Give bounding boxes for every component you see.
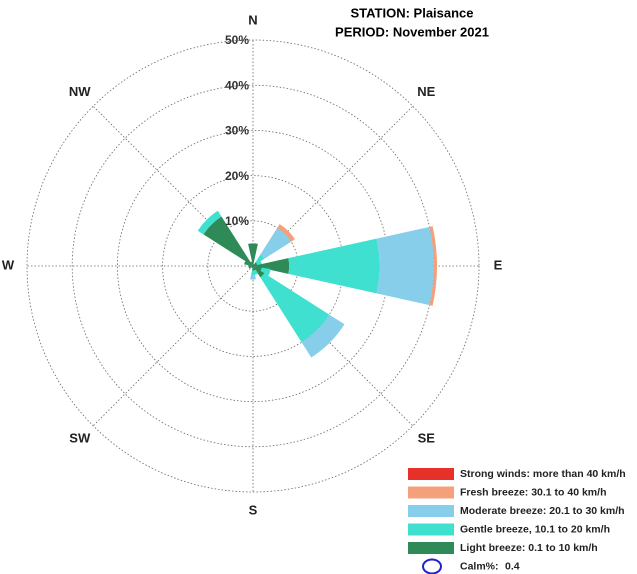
r-tick-label: 30%: [225, 124, 249, 138]
calm-marker: [422, 558, 442, 574]
legend-swatch: [408, 468, 454, 480]
wind-segment: [248, 243, 258, 266]
chart-subtitle: PERIOD: November 2021: [335, 24, 489, 39]
wind-segment: [253, 266, 262, 272]
wind-segment: [253, 269, 259, 275]
spoke: [92, 265, 254, 427]
r-tick-label: 50%: [225, 33, 249, 47]
wind-segment: [251, 266, 253, 268]
wind-segment: [429, 226, 437, 306]
wind-segment: [250, 274, 256, 280]
legend-swatch: [408, 486, 454, 499]
r-tick-label: 10%: [225, 214, 249, 228]
wind-segment: [203, 216, 253, 266]
direction-label: NE: [417, 84, 435, 99]
legend-label: Light breeze: 0.1 to 10 km/h: [460, 542, 598, 554]
wind-segment: [197, 210, 222, 235]
wind-segment: [376, 226, 434, 306]
wind-segment: [260, 227, 292, 259]
wind-segment: [253, 263, 255, 266]
spoke: [252, 265, 414, 427]
legend-label: Strong winds: more than 40 km/h: [460, 468, 626, 480]
wind-segment: [256, 260, 262, 266]
legend-label: Fresh breeze: 30.1 to 40 km/h: [460, 486, 606, 498]
wind-segment: [248, 265, 253, 267]
direction-label: S: [249, 502, 258, 517]
legend-swatch: [408, 505, 454, 517]
r-tick-label: 20%: [225, 169, 249, 183]
direction-label: W: [2, 257, 15, 272]
calm-label: Calm%:: [460, 560, 499, 572]
wind-segment: [251, 270, 255, 276]
legend-swatch: [408, 523, 454, 536]
wind-segment: [253, 262, 257, 266]
wind-segment: [253, 258, 290, 274]
direction-label: SW: [69, 431, 91, 446]
direction-label: E: [494, 257, 503, 272]
wind-segment: [260, 267, 271, 277]
wind-segment: [251, 266, 253, 269]
wind-segment: [244, 260, 253, 266]
grid-ring: [26, 39, 480, 493]
wind-segment: [252, 266, 254, 271]
direction-label: NW: [69, 84, 91, 99]
direction-label: SE: [418, 431, 436, 446]
legend-label: Gentle breeze, 10.1 to 20 km/h: [460, 523, 610, 535]
calm-value: 0.4: [505, 560, 520, 572]
wind-segment: [277, 224, 295, 242]
wind-segment: [260, 273, 330, 343]
spoke: [92, 105, 254, 267]
r-tick-label: 40%: [225, 78, 249, 92]
spoke: [252, 105, 414, 267]
direction-label: N: [248, 12, 257, 27]
wind-segment: [250, 261, 253, 266]
chart-title: STATION: Plaisance: [350, 5, 473, 20]
legend-swatch: [408, 542, 454, 554]
wind-segment: [288, 238, 380, 294]
wind-segment: [255, 254, 265, 264]
wind-segment: [253, 266, 265, 278]
legend-label: Moderate breeze: 20.1 to 30 km/h: [460, 505, 625, 517]
wind-segment: [301, 314, 345, 358]
